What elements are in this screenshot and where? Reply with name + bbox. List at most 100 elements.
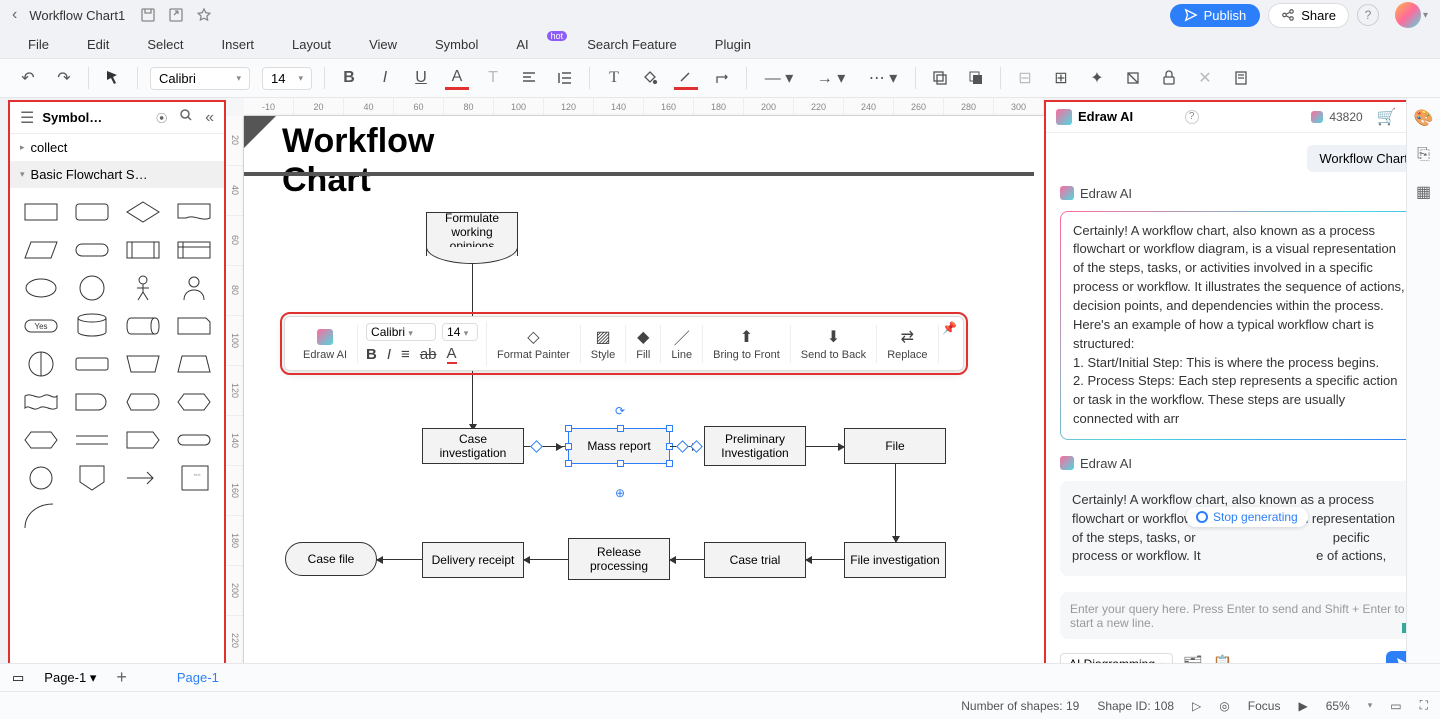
connector-icon[interactable] xyxy=(710,66,734,90)
shape-circle-half[interactable] xyxy=(18,348,63,380)
distribute-icon[interactable]: ⊞ xyxy=(1049,66,1073,90)
align-objects-icon[interactable]: ⊟ xyxy=(1013,66,1037,90)
cart-icon[interactable]: 🛒 xyxy=(1377,107,1397,127)
pages-icon[interactable]: ▭ xyxy=(12,670,24,686)
paint-bucket-icon[interactable]: 🎨 xyxy=(1414,108,1434,128)
text-tool-icon[interactable]: T xyxy=(602,66,626,90)
shape-tape[interactable] xyxy=(18,386,63,418)
menu-layout[interactable]: Layout xyxy=(292,37,331,52)
shape-offpage-connector[interactable] xyxy=(69,462,114,494)
zoom-value[interactable]: 65% xyxy=(1326,699,1350,713)
redo-icon[interactable]: ↷ xyxy=(52,66,76,90)
shape-loop-limit[interactable] xyxy=(171,386,216,418)
ctx-bold-icon[interactable]: B xyxy=(366,346,377,363)
share-button[interactable]: Share xyxy=(1268,3,1349,28)
ctx-italic-icon[interactable]: I xyxy=(387,346,391,363)
section-flowchart[interactable]: ▾Basic Flowchart S… xyxy=(10,161,224,188)
node-case-trial[interactable]: Case trial xyxy=(704,542,806,578)
layer-front-icon[interactable] xyxy=(964,66,988,90)
fit-page-icon[interactable]: ▭ xyxy=(1390,699,1401,713)
ctx-font-color-icon[interactable]: A xyxy=(447,345,457,364)
avatar[interactable] xyxy=(1395,2,1421,28)
tab-page-1[interactable]: Page-1 xyxy=(167,667,229,688)
menu-select[interactable]: Select xyxy=(147,37,183,52)
node-preliminary[interactable]: Preliminary Investigation xyxy=(704,426,806,466)
ctx-size-select[interactable]: 14 ▾ xyxy=(442,323,478,341)
layer-back-icon[interactable] xyxy=(928,66,952,90)
ctx-bring-front[interactable]: ⬆Bring to Front xyxy=(703,325,791,363)
node-delivery-receipt[interactable]: Delivery receipt xyxy=(422,542,524,578)
arrow-style-icon[interactable]: → ▾ xyxy=(811,66,851,90)
italic-icon[interactable]: I xyxy=(373,66,397,90)
star-icon[interactable] xyxy=(193,4,215,26)
menu-plugin[interactable]: Plugin xyxy=(715,37,751,52)
add-page-button[interactable]: + xyxy=(116,667,127,688)
shape-yes-pill[interactable]: Yes xyxy=(18,310,63,342)
line-color-icon[interactable] xyxy=(674,66,698,90)
shape-pill[interactable] xyxy=(171,424,216,456)
line-style-icon[interactable]: — ▾ xyxy=(759,66,799,90)
section-collect[interactable]: ▸collect xyxy=(10,134,224,161)
ctx-line[interactable]: ／Line xyxy=(661,325,703,363)
shape-manual-op[interactable] xyxy=(120,348,165,380)
status-focus[interactable]: Focus xyxy=(1248,699,1281,713)
zoom-play-icon[interactable]: ▶ xyxy=(1298,699,1307,713)
pin-icon[interactable]: 📌 xyxy=(942,321,957,335)
collapse-icon[interactable]: « xyxy=(205,109,214,127)
shape-parallel-lines[interactable] xyxy=(69,424,114,456)
focus-icon[interactable]: ◎ xyxy=(1219,699,1229,713)
search-icon[interactable] xyxy=(179,108,193,127)
shape-process[interactable] xyxy=(18,196,63,228)
play-icon[interactable]: ▷ xyxy=(1192,699,1201,713)
shape-card[interactable] xyxy=(171,310,216,342)
tools-icon[interactable]: ✕ xyxy=(1193,66,1217,90)
stop-generating-button[interactable]: Stop generating xyxy=(1186,507,1308,527)
save-icon[interactable] xyxy=(137,4,159,26)
ctx-fill[interactable]: ◆Fill xyxy=(626,325,661,363)
grid-icon[interactable]: ▦ xyxy=(1416,182,1431,202)
shape-database[interactable] xyxy=(69,310,114,342)
dash-style-icon[interactable]: ⋯ ▾ xyxy=(863,66,903,90)
node-case-file[interactable]: Case file xyxy=(285,542,377,576)
ctx-edraw-ai[interactable]: Edraw AI xyxy=(293,325,358,363)
node-file-investigation[interactable]: File investigation xyxy=(844,542,946,578)
menu-file[interactable]: File xyxy=(28,37,49,52)
node-mass-report[interactable]: Mass report xyxy=(568,428,670,464)
node-case-investigation[interactable]: Case investigation xyxy=(422,428,524,464)
shape-offpage[interactable] xyxy=(120,424,165,456)
shape-circle[interactable] xyxy=(69,272,114,304)
shape-internal-storage[interactable] xyxy=(171,234,216,266)
menu-view[interactable]: View xyxy=(369,37,397,52)
font-size-select[interactable]: 14▾ xyxy=(262,67,312,90)
underline-icon[interactable]: U xyxy=(409,66,433,90)
shape-decision[interactable] xyxy=(120,196,165,228)
shape-terminator[interactable] xyxy=(69,234,114,266)
sidebar-expand-icon[interactable]: ⦿ xyxy=(156,110,167,126)
node-file[interactable]: File xyxy=(844,428,946,464)
ctx-align-icon[interactable]: ≡ xyxy=(401,346,410,363)
shape-data[interactable] xyxy=(18,234,63,266)
shape-display[interactable] xyxy=(120,386,165,418)
menu-search[interactable]: Search Feature xyxy=(587,37,677,52)
line-spacing-icon[interactable] xyxy=(553,66,577,90)
canvas[interactable]: WorkflowChart Formulate working opinions… xyxy=(244,116,1044,691)
canvas-area[interactable]: -102040608010012014016018020022024026028… xyxy=(226,98,1044,691)
export-icon[interactable] xyxy=(165,4,187,26)
ai-input[interactable]: Enter your query here. Press Enter to se… xyxy=(1060,592,1420,639)
shape-predefined[interactable] xyxy=(120,234,165,266)
shape-document[interactable] xyxy=(171,196,216,228)
font-color-icon[interactable]: A xyxy=(445,66,469,90)
fullscreen-icon[interactable]: ⛶ xyxy=(1420,698,1428,713)
shape-actor[interactable] xyxy=(120,272,165,304)
ctx-style[interactable]: ▨Style xyxy=(581,325,626,363)
ctx-replace[interactable]: ⇄Replace xyxy=(877,325,938,363)
undo-icon[interactable]: ↶ xyxy=(16,66,40,90)
help-icon[interactable]: ? xyxy=(1357,4,1379,26)
insert-icon[interactable]: ⎘ xyxy=(1417,146,1430,164)
ctx-font-select[interactable]: Calibri ▾ xyxy=(366,323,436,341)
shape-stadium[interactable] xyxy=(69,348,114,380)
menu-edit[interactable]: Edit xyxy=(87,37,109,52)
menu-symbol[interactable]: Symbol xyxy=(435,37,478,52)
lock-icon[interactable] xyxy=(1157,66,1181,90)
back-button[interactable]: ‹ xyxy=(12,6,17,24)
